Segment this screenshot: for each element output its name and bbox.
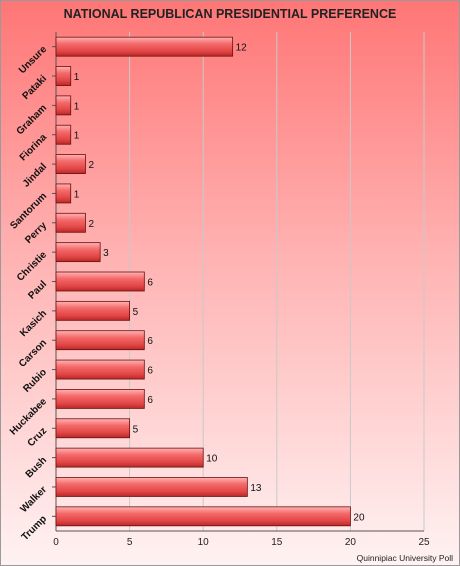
category-label: Unsure (17, 44, 49, 76)
bar (55, 300, 130, 321)
value-label: 1 (74, 131, 80, 142)
category-label: Christie (15, 249, 49, 283)
bar (55, 330, 145, 351)
value-label: 2 (88, 160, 94, 171)
category-label: Trump (20, 514, 49, 543)
category-label: Bush (24, 455, 49, 480)
category-label: Paul (26, 279, 49, 302)
x-tick-label: 20 (345, 537, 357, 548)
bar (55, 36, 234, 57)
bar (55, 418, 130, 439)
category-label: Graham (15, 103, 50, 138)
value-label: 1 (74, 189, 80, 200)
bar (55, 183, 72, 204)
category-label: Rubio (21, 367, 49, 395)
x-tick-label: 25 (418, 537, 430, 548)
value-label: 12 (236, 43, 248, 54)
bar (55, 359, 145, 380)
value-label: 1 (74, 72, 80, 83)
value-label: 3 (103, 248, 109, 259)
category-label: Perry (23, 220, 49, 246)
chart-title: NATIONAL REPUBLICAN PRESIDENTIAL PREFERE… (63, 7, 397, 21)
category-label: Jindal (21, 161, 49, 189)
value-label: 1 (74, 101, 80, 112)
value-label: 6 (147, 278, 153, 289)
value-label: 6 (147, 366, 153, 377)
x-tick-label: 0 (53, 537, 59, 548)
chart-source: Quinnipiac University Poll (356, 553, 453, 563)
bar (55, 154, 86, 174)
bar (55, 242, 101, 263)
x-tick-label: 5 (127, 537, 133, 548)
bar (55, 66, 72, 86)
value-label: 5 (133, 424, 139, 435)
category-label: Cruz (26, 426, 50, 450)
value-label: 10 (206, 454, 218, 465)
value-label: 20 (353, 512, 365, 523)
bar (55, 447, 204, 468)
bar (55, 477, 248, 497)
bar (55, 124, 72, 145)
category-label: Walker (18, 484, 49, 515)
category-label: Kasich (18, 308, 49, 339)
value-label: 2 (88, 219, 94, 230)
bar (55, 389, 145, 409)
bar (55, 506, 351, 527)
value-label: 5 (133, 307, 139, 318)
bar (55, 95, 72, 116)
x-tick-label: 10 (198, 537, 210, 548)
x-tick-label: 15 (271, 537, 283, 548)
bar (55, 271, 145, 292)
category-label: Pataki (21, 73, 50, 102)
bar (55, 212, 86, 233)
value-label: 13 (250, 483, 262, 494)
value-label: 6 (147, 395, 153, 406)
value-label: 6 (147, 336, 153, 347)
category-label: Carson (17, 338, 49, 370)
